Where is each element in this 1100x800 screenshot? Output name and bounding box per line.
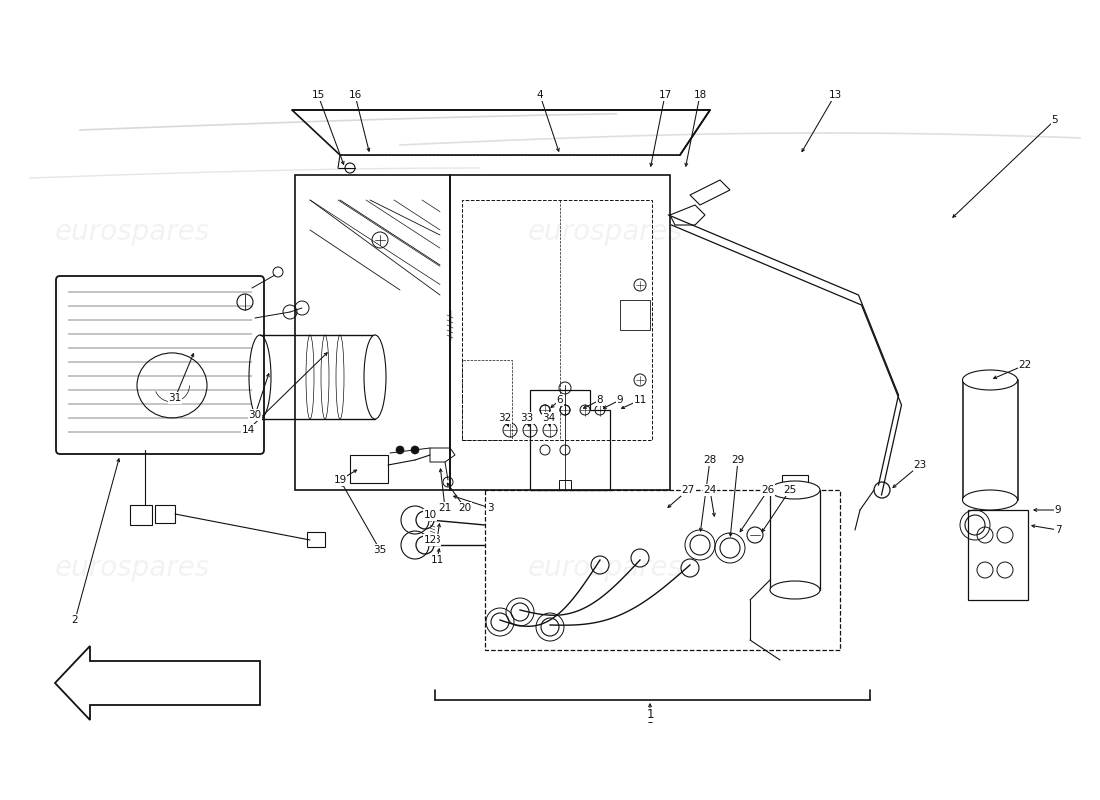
Ellipse shape (962, 370, 1018, 390)
Text: 14: 14 (241, 425, 254, 435)
Text: 24: 24 (703, 485, 716, 495)
Text: 9: 9 (1055, 505, 1061, 515)
Bar (620, 300, 650, 330)
Text: 11: 11 (634, 395, 647, 405)
Ellipse shape (962, 490, 1018, 510)
Text: 6: 6 (557, 395, 563, 405)
Text: 13: 13 (828, 90, 842, 100)
Text: 26: 26 (761, 485, 774, 495)
Text: 1: 1 (647, 715, 653, 725)
Bar (155, 505, 175, 523)
Bar (962, 380, 1018, 500)
Bar (307, 532, 324, 547)
Bar (782, 475, 808, 491)
Bar (968, 510, 1028, 600)
Text: 18: 18 (693, 90, 706, 100)
Text: 5: 5 (1052, 115, 1058, 125)
Bar (350, 455, 388, 483)
Text: 8: 8 (596, 395, 603, 405)
Text: 27: 27 (681, 485, 694, 495)
Bar (462, 200, 652, 440)
Text: 34: 34 (542, 413, 556, 423)
Text: 16: 16 (349, 90, 362, 100)
Circle shape (396, 446, 404, 454)
Text: 35: 35 (373, 545, 386, 555)
Bar (462, 360, 512, 440)
Text: 32: 32 (498, 413, 512, 423)
Text: eurospares: eurospares (55, 218, 210, 246)
Text: eurospares: eurospares (55, 554, 210, 582)
Ellipse shape (364, 335, 386, 419)
Text: 9: 9 (617, 395, 624, 405)
Text: 25: 25 (783, 485, 796, 495)
Text: 3: 3 (486, 503, 493, 513)
Ellipse shape (770, 581, 820, 599)
Text: 2: 2 (72, 615, 78, 625)
Text: eurospares: eurospares (528, 554, 683, 582)
Circle shape (411, 446, 419, 454)
Ellipse shape (770, 481, 820, 499)
Text: 23: 23 (913, 460, 926, 470)
Text: 1: 1 (647, 709, 653, 722)
Text: 33: 33 (520, 413, 534, 423)
Text: 11: 11 (430, 555, 443, 565)
Text: 12: 12 (424, 535, 437, 545)
Text: 10: 10 (424, 510, 437, 520)
Text: 20: 20 (459, 503, 472, 513)
Text: 30: 30 (249, 410, 262, 420)
Text: 7: 7 (1055, 525, 1061, 535)
Text: 8: 8 (433, 535, 440, 545)
Text: 4: 4 (537, 90, 543, 100)
Text: 19: 19 (333, 475, 346, 485)
Text: 22: 22 (1019, 360, 1032, 370)
Text: 31: 31 (168, 393, 182, 403)
Text: 17: 17 (659, 90, 672, 100)
Text: 21: 21 (439, 503, 452, 513)
Text: 15: 15 (311, 90, 324, 100)
Text: eurospares: eurospares (528, 218, 683, 246)
Bar (130, 505, 152, 525)
Text: 29: 29 (732, 455, 745, 465)
Text: 28: 28 (703, 455, 716, 465)
Bar (559, 480, 571, 490)
